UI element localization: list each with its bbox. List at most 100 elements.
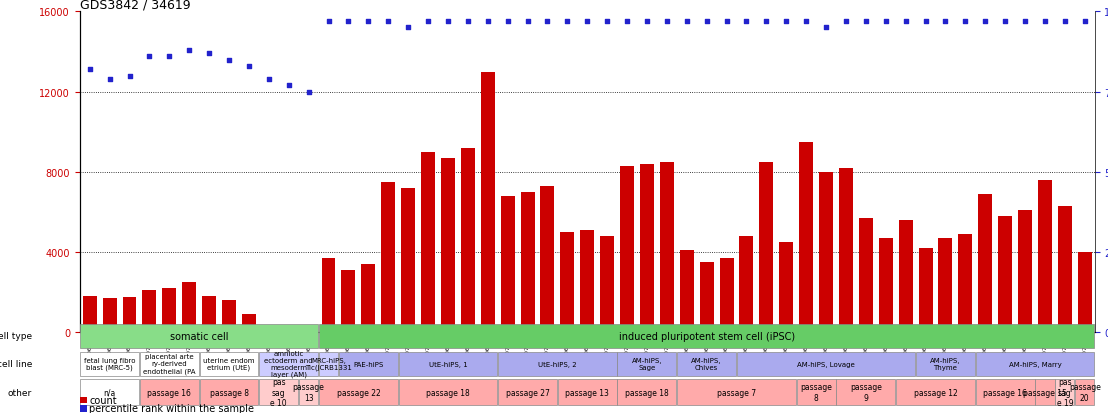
Point: [260, 76, 278, 83]
Point: [379, 19, 397, 25]
Bar: [620, 166, 634, 332]
Bar: [958, 235, 973, 332]
Point: [598, 19, 616, 25]
Bar: [879, 238, 893, 332]
Point: [678, 19, 696, 25]
FancyBboxPatch shape: [737, 352, 915, 376]
Point: [181, 47, 198, 54]
Text: AM-hiPS, Lovage: AM-hiPS, Lovage: [797, 361, 855, 367]
Text: AM-hiPS,
Sage: AM-hiPS, Sage: [632, 357, 663, 370]
Bar: [660, 162, 674, 332]
Bar: [401, 188, 416, 332]
Bar: [978, 195, 993, 332]
FancyBboxPatch shape: [319, 352, 338, 376]
Text: passage 22: passage 22: [337, 388, 380, 396]
Text: passage 16: passage 16: [147, 388, 192, 396]
Text: passage
13: passage 13: [293, 382, 325, 402]
Text: passage
9: passage 9: [850, 382, 882, 402]
Point: [798, 19, 815, 25]
Bar: [301, 330, 316, 332]
Point: [101, 76, 119, 83]
Text: cell type: cell type: [0, 332, 32, 341]
Bar: [143, 290, 156, 332]
Point: [558, 19, 576, 25]
Bar: [839, 169, 853, 332]
Text: cell line: cell line: [0, 359, 32, 368]
Point: [161, 54, 178, 61]
Bar: [123, 297, 136, 332]
FancyBboxPatch shape: [976, 380, 1035, 405]
Point: [876, 19, 894, 25]
Bar: [998, 216, 1012, 332]
Point: [81, 67, 99, 74]
Bar: [601, 236, 614, 332]
Point: [1036, 19, 1054, 25]
Bar: [640, 164, 654, 332]
FancyBboxPatch shape: [259, 352, 318, 376]
Text: PAE-hiPS: PAE-hiPS: [353, 361, 383, 367]
Bar: [699, 262, 714, 332]
FancyBboxPatch shape: [399, 352, 497, 376]
FancyBboxPatch shape: [677, 380, 796, 405]
Point: [1056, 19, 1074, 25]
Text: passage 13: passage 13: [565, 388, 609, 396]
Point: [399, 25, 417, 32]
Bar: [899, 221, 913, 332]
Bar: [341, 271, 356, 332]
Bar: [103, 299, 116, 332]
Text: AM-hiPS,
Thyme: AM-hiPS, Thyme: [931, 357, 961, 370]
FancyBboxPatch shape: [677, 352, 736, 376]
Text: AM-hiPS,
Chives: AM-hiPS, Chives: [691, 357, 722, 370]
FancyBboxPatch shape: [80, 325, 318, 348]
Bar: [261, 326, 276, 332]
Bar: [281, 330, 296, 332]
Bar: [938, 238, 953, 332]
Bar: [541, 186, 554, 332]
Point: [300, 89, 318, 96]
Point: [1016, 19, 1034, 25]
Point: [538, 19, 556, 25]
Point: [778, 19, 796, 25]
Point: [359, 19, 377, 25]
Bar: [759, 162, 773, 332]
Bar: [242, 314, 256, 332]
FancyBboxPatch shape: [299, 380, 318, 405]
Text: n/a: n/a: [103, 388, 115, 396]
Point: [658, 19, 676, 25]
Text: passage 18: passage 18: [625, 388, 669, 396]
Bar: [80, 397, 86, 404]
Text: UtE-hiPS, 2: UtE-hiPS, 2: [538, 361, 576, 367]
Bar: [819, 173, 833, 332]
FancyBboxPatch shape: [797, 380, 835, 405]
Bar: [501, 197, 514, 332]
FancyBboxPatch shape: [1035, 380, 1055, 405]
Point: [856, 19, 874, 25]
Point: [419, 19, 437, 25]
Point: [339, 19, 357, 25]
Text: UtE-hiPS, 1: UtE-hiPS, 1: [429, 361, 468, 367]
Point: [439, 19, 456, 25]
Point: [698, 19, 716, 25]
Point: [976, 19, 994, 25]
Text: passage
8: passage 8: [800, 382, 832, 402]
Point: [320, 19, 338, 25]
Bar: [919, 249, 933, 332]
Text: passage
20: passage 20: [1069, 382, 1100, 402]
FancyBboxPatch shape: [557, 380, 617, 405]
Point: [220, 57, 238, 64]
Point: [1076, 19, 1094, 25]
FancyBboxPatch shape: [199, 380, 258, 405]
Bar: [80, 406, 86, 412]
Point: [121, 73, 138, 80]
FancyBboxPatch shape: [617, 380, 676, 405]
FancyBboxPatch shape: [399, 380, 497, 405]
Point: [201, 51, 218, 57]
Text: fetal lung fibro
blast (MRC-5): fetal lung fibro blast (MRC-5): [84, 357, 135, 370]
FancyBboxPatch shape: [837, 380, 895, 405]
Bar: [222, 301, 236, 332]
Bar: [361, 264, 376, 332]
Text: AM-hiPS, Marry: AM-hiPS, Marry: [1008, 361, 1061, 367]
FancyBboxPatch shape: [80, 352, 140, 376]
Bar: [421, 152, 435, 332]
Bar: [799, 142, 813, 332]
